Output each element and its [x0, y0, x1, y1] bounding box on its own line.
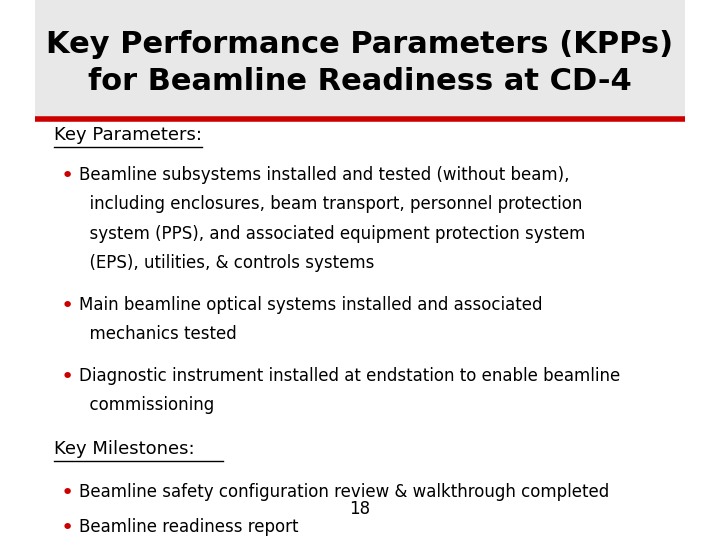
- Text: including enclosures, beam transport, personnel protection: including enclosures, beam transport, pe…: [78, 195, 582, 213]
- Text: Beamline readiness report: Beamline readiness report: [78, 518, 298, 536]
- Text: commissioning: commissioning: [78, 396, 214, 414]
- Text: Key Parameters:: Key Parameters:: [54, 126, 202, 144]
- Text: Diagnostic instrument installed at endstation to enable beamline: Diagnostic instrument installed at endst…: [78, 367, 620, 385]
- Text: •: •: [60, 483, 74, 503]
- Text: for Beamline Readiness at CD-4: for Beamline Readiness at CD-4: [88, 68, 632, 96]
- Text: Key Milestones:: Key Milestones:: [54, 440, 194, 458]
- Text: Key Performance Parameters (KPPs): Key Performance Parameters (KPPs): [46, 30, 674, 59]
- Text: system (PPS), and associated equipment protection system: system (PPS), and associated equipment p…: [78, 225, 585, 242]
- Text: Beamline subsystems installed and tested (without beam),: Beamline subsystems installed and tested…: [78, 166, 570, 185]
- Text: •: •: [60, 166, 74, 186]
- Text: 18: 18: [349, 500, 371, 518]
- Text: •: •: [60, 367, 74, 387]
- FancyBboxPatch shape: [35, 0, 685, 119]
- Text: •: •: [60, 518, 74, 538]
- Text: Beamline safety configuration review & walkthrough completed: Beamline safety configuration review & w…: [78, 483, 609, 502]
- Text: mechanics tested: mechanics tested: [78, 325, 237, 343]
- Text: •: •: [60, 296, 74, 316]
- Text: Main beamline optical systems installed and associated: Main beamline optical systems installed …: [78, 296, 542, 314]
- Text: (EPS), utilities, & controls systems: (EPS), utilities, & controls systems: [78, 254, 374, 272]
